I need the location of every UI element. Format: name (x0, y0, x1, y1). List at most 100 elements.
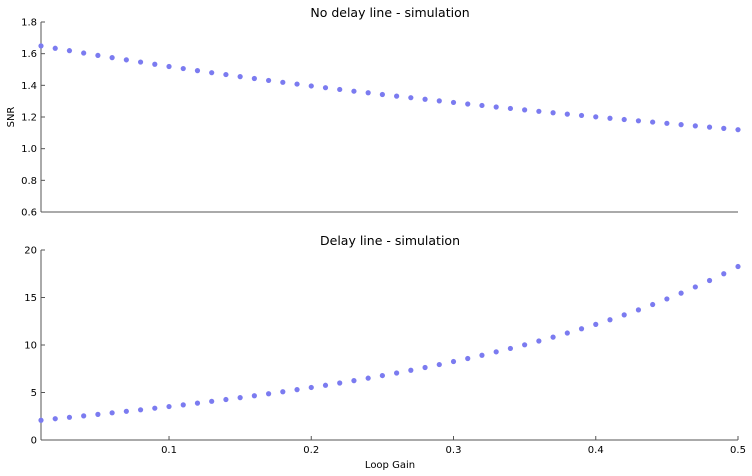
data-point (308, 384, 314, 391)
data-point (194, 68, 201, 74)
data-point (81, 413, 87, 419)
data-point (607, 115, 613, 121)
y-tick-label: 1.0 (21, 144, 37, 155)
data-point (621, 312, 627, 318)
data-point (635, 118, 642, 124)
data-point (194, 400, 201, 406)
data-point (166, 403, 172, 410)
data-point (294, 387, 300, 393)
data-point (280, 389, 286, 395)
y-tick-label: 0.6 (21, 208, 37, 219)
x-tick-label: 0.5 (730, 445, 746, 456)
data-point (294, 81, 300, 87)
data-point (137, 407, 144, 413)
data-point (308, 83, 314, 89)
data-point (322, 382, 329, 388)
data-point (351, 378, 357, 384)
data-point (479, 102, 485, 109)
data-point (692, 284, 698, 290)
y-tick-label: 0 (31, 436, 37, 447)
data-point (664, 296, 670, 302)
data-point (465, 355, 471, 362)
data-point (436, 98, 442, 104)
data-point (593, 321, 599, 327)
data-point (621, 116, 627, 123)
x-tick-label: 0.2 (303, 445, 319, 456)
data-point (209, 398, 215, 404)
data-point (493, 104, 499, 110)
data-point (351, 88, 357, 94)
y-tick-label: 20 (24, 246, 37, 257)
y-tick-label: 15 (24, 293, 37, 304)
data-point (664, 120, 670, 126)
x-axis-label: Loop Gain (365, 460, 415, 471)
data-point (237, 395, 243, 401)
data-point (265, 77, 272, 84)
data-point (635, 307, 642, 313)
data-point (550, 334, 556, 340)
data-point (706, 124, 713, 130)
data-point (522, 342, 528, 348)
data-point (408, 95, 414, 101)
data-point (109, 410, 115, 416)
y-tick-label: 10 (24, 341, 37, 352)
y-tick-label: 1.6 (21, 49, 37, 60)
data-point (394, 370, 400, 376)
data-point (95, 52, 101, 59)
data-point (223, 396, 229, 403)
data-point (109, 55, 115, 61)
data-point (465, 101, 471, 107)
data-point (607, 317, 613, 323)
data-point (650, 119, 656, 125)
data-point (180, 65, 186, 72)
data-point (123, 57, 129, 63)
data-point (450, 99, 457, 106)
data-point (650, 301, 656, 308)
data-point (422, 96, 428, 102)
data-point (692, 123, 698, 129)
data-point (450, 358, 457, 365)
data-point (337, 380, 343, 386)
data-point (38, 43, 44, 49)
data-point (436, 361, 442, 368)
data-point (265, 391, 272, 397)
data-point (322, 85, 329, 91)
data-point (337, 86, 343, 93)
x-tick-label: 0.3 (446, 445, 462, 456)
data-point (137, 59, 144, 65)
data-point (379, 372, 385, 379)
data-point (394, 93, 400, 99)
data-point (507, 345, 514, 352)
data-point (721, 271, 727, 277)
data-point (721, 125, 727, 131)
data-point (237, 74, 243, 80)
data-point (536, 338, 542, 344)
data-point (180, 402, 186, 408)
chart-panel-delay: Delay line - simulation Loop Gain 0 5 10 15… (24, 233, 746, 471)
y-tick-label: 1.2 (21, 113, 37, 124)
data-point (578, 326, 585, 332)
data-point (152, 61, 158, 67)
data-point (280, 79, 286, 85)
data-point (52, 45, 58, 51)
data-point (152, 405, 158, 411)
data-point (735, 127, 741, 133)
data-point (479, 352, 485, 358)
data-point (564, 330, 570, 336)
data-point (251, 393, 257, 399)
data-point (123, 408, 129, 414)
x-tick-label: 0.1 (161, 445, 177, 456)
data-point (251, 75, 257, 82)
data-point (223, 71, 229, 78)
data-point (522, 107, 528, 113)
data-point (408, 367, 414, 373)
data-point (422, 364, 428, 371)
data-point (38, 417, 44, 423)
chart-title: Delay line - simulation (320, 233, 460, 248)
data-point (365, 90, 371, 96)
data-point (735, 263, 741, 270)
data-point (706, 277, 713, 284)
data-point (95, 411, 101, 417)
y-tick-label: 0.8 (21, 176, 37, 187)
data-point (81, 50, 87, 56)
